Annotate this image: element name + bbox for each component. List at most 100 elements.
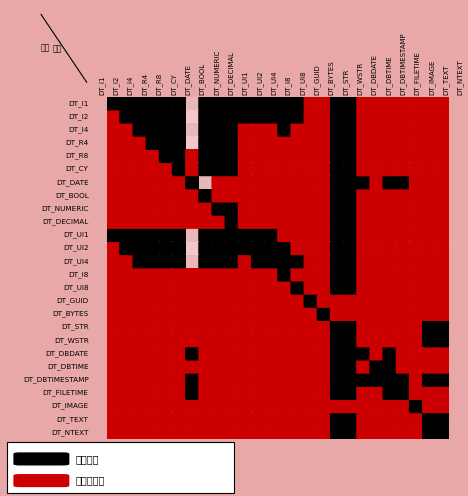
FancyBboxPatch shape	[343, 333, 357, 347]
Bar	[330, 308, 344, 320]
Bar	[264, 360, 278, 373]
Bar	[291, 281, 304, 294]
FancyBboxPatch shape	[212, 136, 226, 150]
Bar	[172, 426, 186, 439]
FancyBboxPatch shape	[172, 109, 186, 124]
FancyBboxPatch shape	[238, 333, 252, 347]
FancyBboxPatch shape	[382, 399, 397, 413]
FancyBboxPatch shape	[382, 109, 397, 124]
FancyBboxPatch shape	[212, 346, 226, 361]
FancyBboxPatch shape	[225, 280, 239, 295]
Bar	[370, 163, 383, 176]
FancyBboxPatch shape	[277, 280, 292, 295]
Bar	[330, 347, 344, 360]
Bar	[396, 294, 410, 308]
Bar	[370, 308, 383, 320]
FancyBboxPatch shape	[304, 175, 318, 189]
Bar	[423, 149, 436, 163]
FancyBboxPatch shape	[212, 96, 226, 111]
Text: DT_DBTIMESTAMP: DT_DBTIMESTAMP	[400, 32, 406, 95]
FancyBboxPatch shape	[422, 346, 436, 361]
Bar	[317, 347, 330, 360]
Bar	[423, 228, 436, 242]
Bar	[423, 202, 436, 215]
FancyBboxPatch shape	[14, 452, 69, 465]
FancyBboxPatch shape	[172, 280, 186, 295]
FancyBboxPatch shape	[264, 399, 278, 413]
FancyBboxPatch shape	[435, 320, 449, 334]
Text: DT_DBTIME: DT_DBTIME	[47, 363, 88, 370]
Bar	[344, 294, 357, 308]
FancyBboxPatch shape	[225, 254, 239, 268]
FancyBboxPatch shape	[238, 346, 252, 361]
Bar	[357, 294, 370, 308]
FancyBboxPatch shape	[172, 372, 186, 387]
Bar	[172, 399, 186, 413]
Bar	[423, 189, 436, 202]
FancyBboxPatch shape	[291, 109, 305, 124]
FancyBboxPatch shape	[291, 346, 305, 361]
Bar	[357, 373, 370, 386]
FancyBboxPatch shape	[356, 215, 371, 229]
FancyBboxPatch shape	[159, 307, 173, 321]
Bar	[120, 97, 133, 110]
Bar	[225, 294, 238, 308]
Bar	[317, 242, 330, 254]
FancyBboxPatch shape	[317, 162, 331, 176]
Bar	[304, 426, 317, 439]
FancyBboxPatch shape	[225, 109, 239, 124]
Bar	[120, 228, 133, 242]
FancyBboxPatch shape	[291, 294, 305, 308]
FancyBboxPatch shape	[264, 333, 278, 347]
Bar	[304, 254, 317, 268]
Bar	[357, 163, 370, 176]
Bar	[159, 123, 172, 136]
FancyBboxPatch shape	[369, 267, 384, 282]
Bar	[410, 228, 423, 242]
FancyBboxPatch shape	[317, 267, 331, 282]
FancyBboxPatch shape	[382, 360, 397, 373]
FancyBboxPatch shape	[396, 123, 410, 137]
Bar	[199, 320, 212, 334]
FancyBboxPatch shape	[251, 136, 265, 150]
FancyBboxPatch shape	[132, 399, 146, 413]
FancyBboxPatch shape	[277, 307, 292, 321]
Bar	[159, 215, 172, 228]
Bar	[278, 215, 291, 228]
FancyBboxPatch shape	[251, 280, 265, 295]
FancyBboxPatch shape	[435, 136, 449, 150]
Bar	[107, 294, 120, 308]
FancyBboxPatch shape	[304, 372, 318, 387]
FancyBboxPatch shape	[356, 360, 371, 373]
Bar	[370, 373, 383, 386]
FancyBboxPatch shape	[291, 188, 305, 202]
Text: DT_R8: DT_R8	[156, 72, 162, 95]
FancyBboxPatch shape	[396, 307, 410, 321]
Bar	[410, 163, 423, 176]
FancyBboxPatch shape	[343, 136, 357, 150]
FancyBboxPatch shape	[382, 267, 397, 282]
Bar	[212, 163, 225, 176]
FancyBboxPatch shape	[185, 280, 199, 295]
FancyBboxPatch shape	[119, 346, 133, 361]
Bar	[396, 360, 410, 373]
Bar	[225, 334, 238, 347]
Bar	[304, 228, 317, 242]
FancyBboxPatch shape	[317, 399, 331, 413]
Bar	[264, 228, 278, 242]
Bar	[133, 189, 146, 202]
FancyBboxPatch shape	[212, 294, 226, 308]
Bar	[120, 254, 133, 268]
FancyBboxPatch shape	[356, 109, 371, 124]
Bar	[146, 281, 159, 294]
FancyBboxPatch shape	[146, 294, 160, 308]
FancyBboxPatch shape	[356, 241, 371, 255]
Bar	[396, 202, 410, 215]
Text: DT_TEXT: DT_TEXT	[57, 416, 88, 423]
FancyBboxPatch shape	[291, 386, 305, 400]
Bar	[172, 386, 186, 399]
FancyBboxPatch shape	[330, 333, 344, 347]
FancyBboxPatch shape	[106, 228, 120, 242]
FancyBboxPatch shape	[422, 333, 436, 347]
FancyBboxPatch shape	[106, 412, 120, 427]
